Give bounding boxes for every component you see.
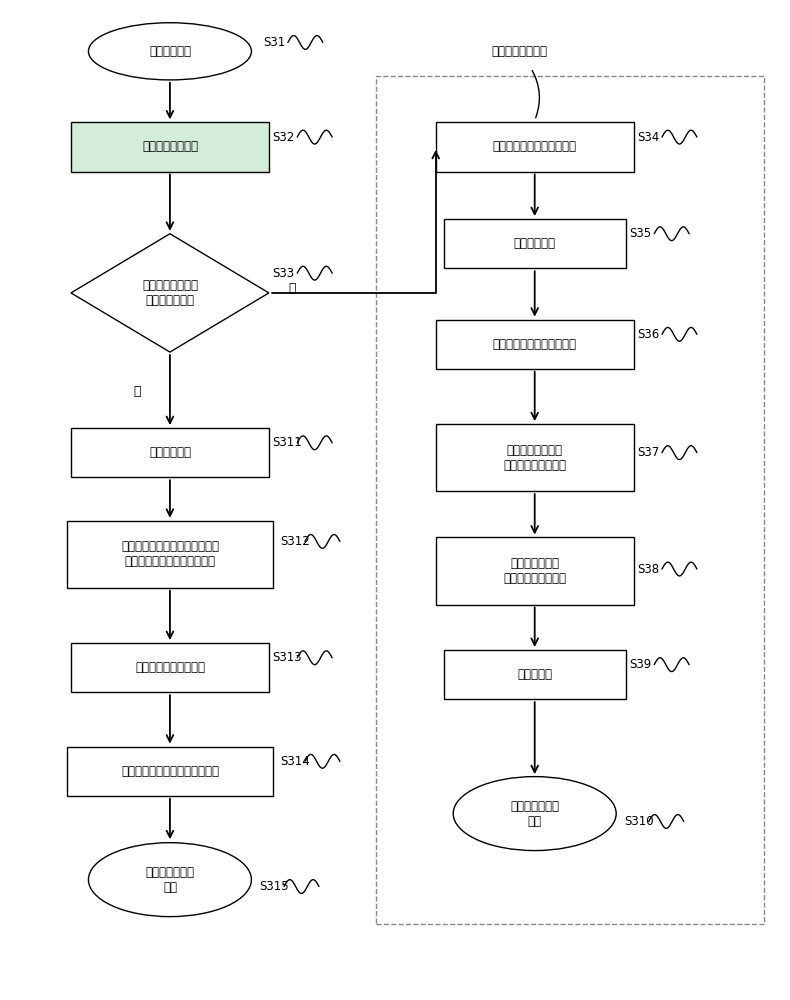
Text: S36: S36 [638,328,660,341]
Text: S315: S315 [259,880,289,893]
Text: 启动控制程序进行
端口功能初始化配置: 启动控制程序进行 端口功能初始化配置 [503,444,566,472]
Text: S39: S39 [630,658,652,671]
Text: 置位标志位: 置位标志位 [517,668,552,681]
Text: 根据配置信息进行端口功能配置: 根据配置信息进行端口功能配置 [121,765,219,778]
Polygon shape [71,234,269,352]
FancyBboxPatch shape [443,219,626,268]
Text: S312: S312 [280,535,310,548]
Text: 是: 是 [288,282,295,295]
FancyBboxPatch shape [71,122,269,172]
Text: 产生标志中断: 产生标志中断 [149,446,191,459]
Text: 端口功能初始化
完成: 端口功能初始化 完成 [510,800,559,828]
FancyBboxPatch shape [436,122,634,172]
Text: S31: S31 [263,36,285,49]
Text: S33: S33 [273,267,295,280]
Bar [375,76,764,924]
FancyBboxPatch shape [71,643,269,692]
Text: S311: S311 [273,436,302,449]
Text: 片上系统通电: 片上系统通电 [149,45,191,58]
Text: 配置信息存储至
非易失性存储空间中: 配置信息存储至 非易失性存储空间中 [503,557,566,585]
Text: S313: S313 [273,651,302,664]
Text: 硬件自动读取配置信息: 硬件自动读取配置信息 [135,661,205,674]
Text: S310: S310 [624,815,653,828]
Text: 仅首次通电时执行: 仅首次通电时执行 [491,45,547,58]
Text: S35: S35 [630,227,652,240]
Text: 检测配置信息: 检测配置信息 [514,237,555,250]
Text: S314: S314 [280,755,310,768]
FancyBboxPatch shape [67,521,273,588]
Text: 检测到首次配置标志位无效: 检测到首次配置标志位无效 [493,338,577,351]
FancyBboxPatch shape [71,428,269,477]
Text: 否: 否 [134,385,141,398]
Text: 端口功能初始化
完成: 端口功能初始化 完成 [145,866,194,894]
Text: 片上系统复位完成: 片上系统复位完成 [142,140,198,153]
FancyBboxPatch shape [443,650,626,699]
Ellipse shape [88,23,251,80]
FancyBboxPatch shape [436,320,634,369]
Text: S37: S37 [638,446,660,459]
Ellipse shape [88,843,251,917]
Text: S38: S38 [638,563,660,576]
Text: S32: S32 [273,131,295,144]
Text: 启动控制程序发出配置信息: 启动控制程序发出配置信息 [493,140,577,153]
FancyBboxPatch shape [436,424,634,491]
Ellipse shape [453,777,616,851]
FancyBboxPatch shape [67,747,273,796]
FancyBboxPatch shape [436,537,634,605]
Text: 启动控制程序进行中断处理跳过
软件初始化端口的程序段过程: 启动控制程序进行中断处理跳过 软件初始化端口的程序段过程 [121,540,219,568]
Text: 判断片上系统是否
为首次通电工作: 判断片上系统是否 为首次通电工作 [142,279,198,307]
Text: S34: S34 [638,131,660,144]
